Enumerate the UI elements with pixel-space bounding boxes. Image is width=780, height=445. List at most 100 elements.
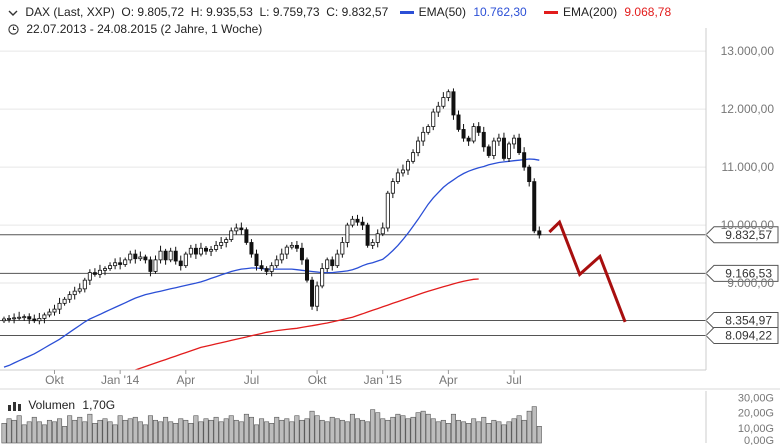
candle [340, 237, 345, 258]
candle-body [446, 91, 451, 98]
candle [269, 262, 274, 277]
volume-bar [264, 421, 270, 444]
candle-body [72, 290, 77, 296]
ema200-value: 9.068,78 [624, 5, 672, 19]
volume-bar [153, 419, 159, 444]
candle [310, 276, 315, 310]
horizontal-gridlines [0, 50, 706, 284]
volume-bar [193, 415, 199, 444]
candle-body [395, 172, 400, 183]
candle-body [481, 131, 486, 148]
candle-body [214, 244, 219, 250]
candle [163, 248, 168, 265]
volume-bar [390, 416, 396, 444]
candle [153, 255, 158, 274]
date-range: 22.07.2013 - 24.08.2015 (2 Jahre, 1 Woch… [26, 22, 263, 36]
candle [249, 239, 254, 258]
candle [264, 266, 269, 276]
volume-bar [274, 416, 280, 444]
candle-body [12, 317, 17, 320]
candle [426, 124, 431, 135]
volume-bar [254, 424, 260, 444]
volume-bar [299, 419, 305, 444]
candle [92, 268, 97, 277]
volume-bar [223, 418, 229, 444]
candle [527, 164, 532, 187]
volume-bar [173, 423, 179, 444]
candle-body [441, 97, 446, 107]
volume-bar [72, 419, 78, 444]
candle [244, 227, 249, 245]
volume-bar [354, 418, 360, 444]
candle [209, 246, 214, 257]
volume-bars-icon [8, 401, 21, 411]
time-tick-label: Jan '15 [364, 373, 403, 387]
candle-body [294, 244, 299, 249]
chevron-down-icon[interactable] [8, 8, 18, 18]
candle-body [92, 272, 97, 275]
candle [148, 256, 153, 277]
candle [517, 133, 522, 155]
price-tick-label: 11.000,00 [722, 160, 775, 174]
candle-body [461, 129, 466, 139]
candle-body [244, 229, 249, 243]
price-tick-label: 12.000,00 [721, 102, 775, 116]
candle-body [47, 311, 52, 316]
candle [158, 245, 163, 264]
candle [360, 216, 365, 230]
volume-bar [269, 423, 275, 444]
candle [108, 262, 113, 271]
candle [274, 255, 279, 268]
candle-body [416, 140, 421, 154]
ema200-series [135, 278, 479, 371]
candle-body [451, 91, 456, 116]
candle-body [153, 259, 158, 272]
volume-bar [137, 421, 143, 444]
candle-body [123, 259, 128, 265]
candles [2, 88, 542, 325]
candle [224, 237, 229, 248]
candle-body [128, 253, 133, 261]
candle [380, 222, 385, 237]
candle-body [52, 308, 57, 313]
range-row: 22.07.2013 - 24.08.2015 (2 Jahre, 1 Woch… [8, 22, 262, 36]
candle [173, 246, 178, 265]
volume-bar [319, 419, 325, 444]
volume-bar [294, 415, 300, 444]
candle [284, 244, 289, 259]
candle [390, 178, 395, 199]
volume-bar [385, 419, 391, 444]
volume-bar [516, 415, 522, 444]
candle-body [431, 111, 436, 127]
candle-body [82, 279, 87, 290]
volume-tick-label: 0,00G [744, 435, 774, 445]
candle-body [335, 253, 340, 267]
candle [436, 101, 441, 117]
candle [113, 258, 118, 270]
ema50-swatch [399, 11, 414, 15]
time-tick-label: Jan '14 [101, 373, 140, 387]
candle [512, 134, 517, 149]
volume-tick-label: 10,00G [738, 423, 774, 435]
candle-body [234, 227, 239, 232]
volume-bar [259, 418, 265, 444]
volume-bar [21, 424, 27, 444]
ema50-label: EMA(50) [418, 5, 466, 19]
candle-body [491, 140, 496, 156]
candle [431, 108, 436, 131]
level-label: 8.094,22 [725, 329, 772, 343]
high-value: H: 9.935,53 [190, 5, 253, 19]
candle-body [27, 316, 32, 320]
volume-bar [309, 410, 315, 444]
volume-bar [132, 416, 138, 444]
candle-body [330, 259, 335, 267]
candle-body [103, 268, 108, 271]
candle [57, 297, 62, 315]
candle [355, 214, 360, 226]
candle [471, 123, 476, 144]
candle [320, 263, 325, 289]
candle [365, 222, 370, 248]
candle-body [522, 152, 527, 168]
volume-legend: Volumen 1,70G [8, 398, 115, 412]
